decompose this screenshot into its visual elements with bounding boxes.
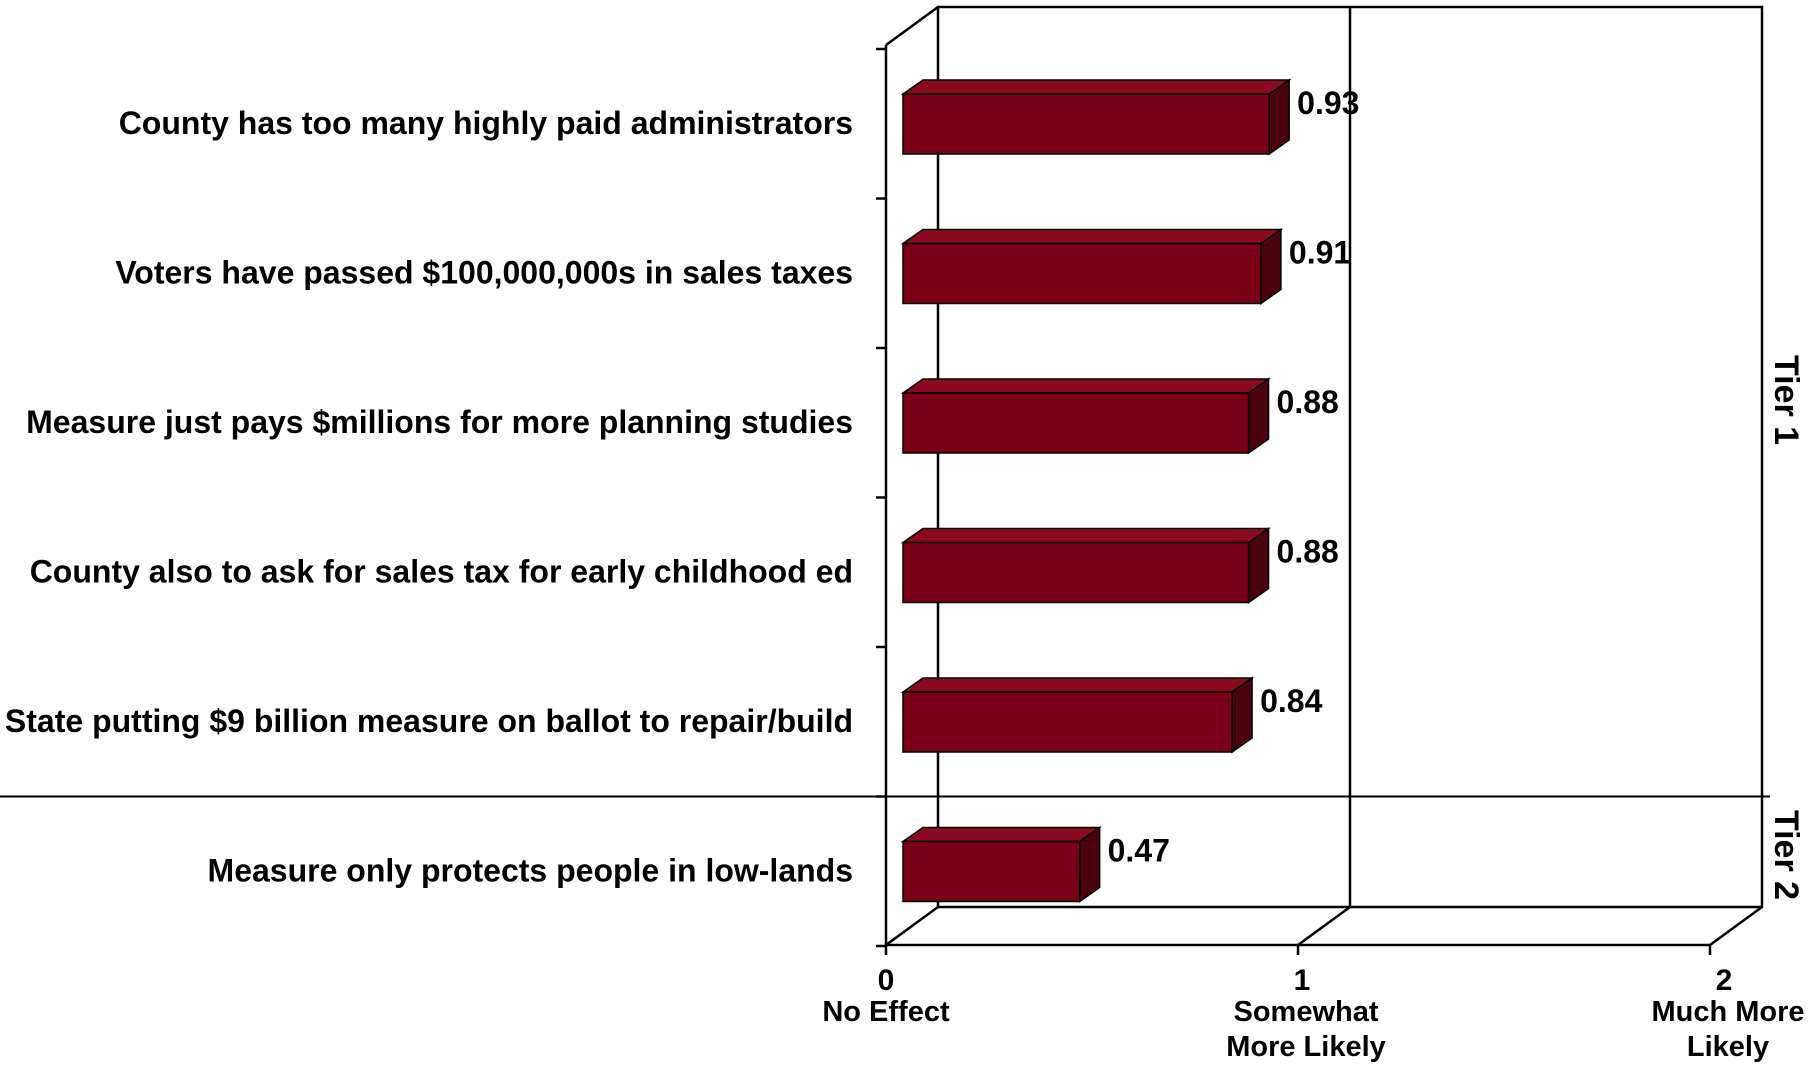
category-label: Measure only protects people in low-land…: [208, 853, 853, 889]
labels: 0.93 County has too many highly paid admi…: [5, 85, 1805, 1063]
bar-side-face: [1078, 826, 1101, 903]
bar-top-face: [900, 228, 1284, 245]
x-tick-label: 2: [1716, 964, 1733, 997]
floor-depth-line: [1297, 905, 1351, 947]
chart-frame: [0, 5, 1770, 955]
depth-edge-top: [885, 5, 939, 47]
x-tick-desc: Likely: [1687, 1031, 1769, 1063]
x-tick-label: 0: [878, 964, 895, 997]
category-label: County has too many highly paid administ…: [119, 105, 853, 141]
bar-front-face: [902, 541, 1250, 604]
bar-top-face: [900, 826, 1103, 843]
bar-top-face: [900, 79, 1292, 95]
tier-label: Tier 2: [1767, 810, 1805, 900]
bar: [900, 676, 1255, 754]
bar-side-face: [1260, 228, 1282, 305]
data-label: 0.88: [1277, 534, 1339, 570]
tier-label: Tier 1: [1767, 355, 1805, 445]
bar-top-face: [900, 527, 1271, 544]
data-label: 0.88: [1277, 384, 1339, 420]
floor-depth-line: [1709, 905, 1763, 947]
bar: [900, 78, 1292, 156]
bar-side-face: [1247, 527, 1270, 604]
bar: [900, 826, 1103, 903]
bar-front-face: [902, 840, 1081, 903]
data-label: 0.91: [1289, 235, 1351, 271]
bar-front-face: [902, 392, 1250, 454]
floor-depth-line: [885, 905, 939, 947]
category-label: County also to ask for sales tax for ear…: [30, 554, 853, 590]
bar-top-face: [900, 378, 1271, 394]
bar-side-face: [1247, 377, 1270, 455]
bar: [900, 377, 1271, 455]
bar-side-face: [1231, 676, 1253, 754]
data-label: 0.47: [1108, 833, 1170, 869]
bars: [900, 78, 1292, 903]
category-label: State putting $9 billion measure on ball…: [5, 703, 853, 739]
category-label: Measure just pays $millions for more pla…: [26, 404, 853, 440]
x-tick-desc: Somewhat: [1233, 996, 1378, 1028]
data-label: 0.84: [1260, 683, 1322, 719]
bar-front-face: [902, 93, 1270, 155]
bar-side-face: [1268, 78, 1290, 156]
x-tick-desc: No Effect: [822, 996, 950, 1028]
x-tick-label: 1: [1294, 964, 1311, 997]
bar-front-face: [902, 691, 1233, 753]
bar: [900, 228, 1284, 305]
x-tick-desc: More Likely: [1226, 1031, 1386, 1063]
category-label: Voters have passed $100,000,000s in sale…: [115, 255, 853, 291]
bar: [900, 527, 1271, 604]
x-tick-desc: Much More: [1651, 996, 1804, 1028]
bar-top-face: [900, 677, 1255, 693]
bar-front-face: [902, 242, 1262, 305]
data-label: 0.93: [1297, 85, 1359, 121]
